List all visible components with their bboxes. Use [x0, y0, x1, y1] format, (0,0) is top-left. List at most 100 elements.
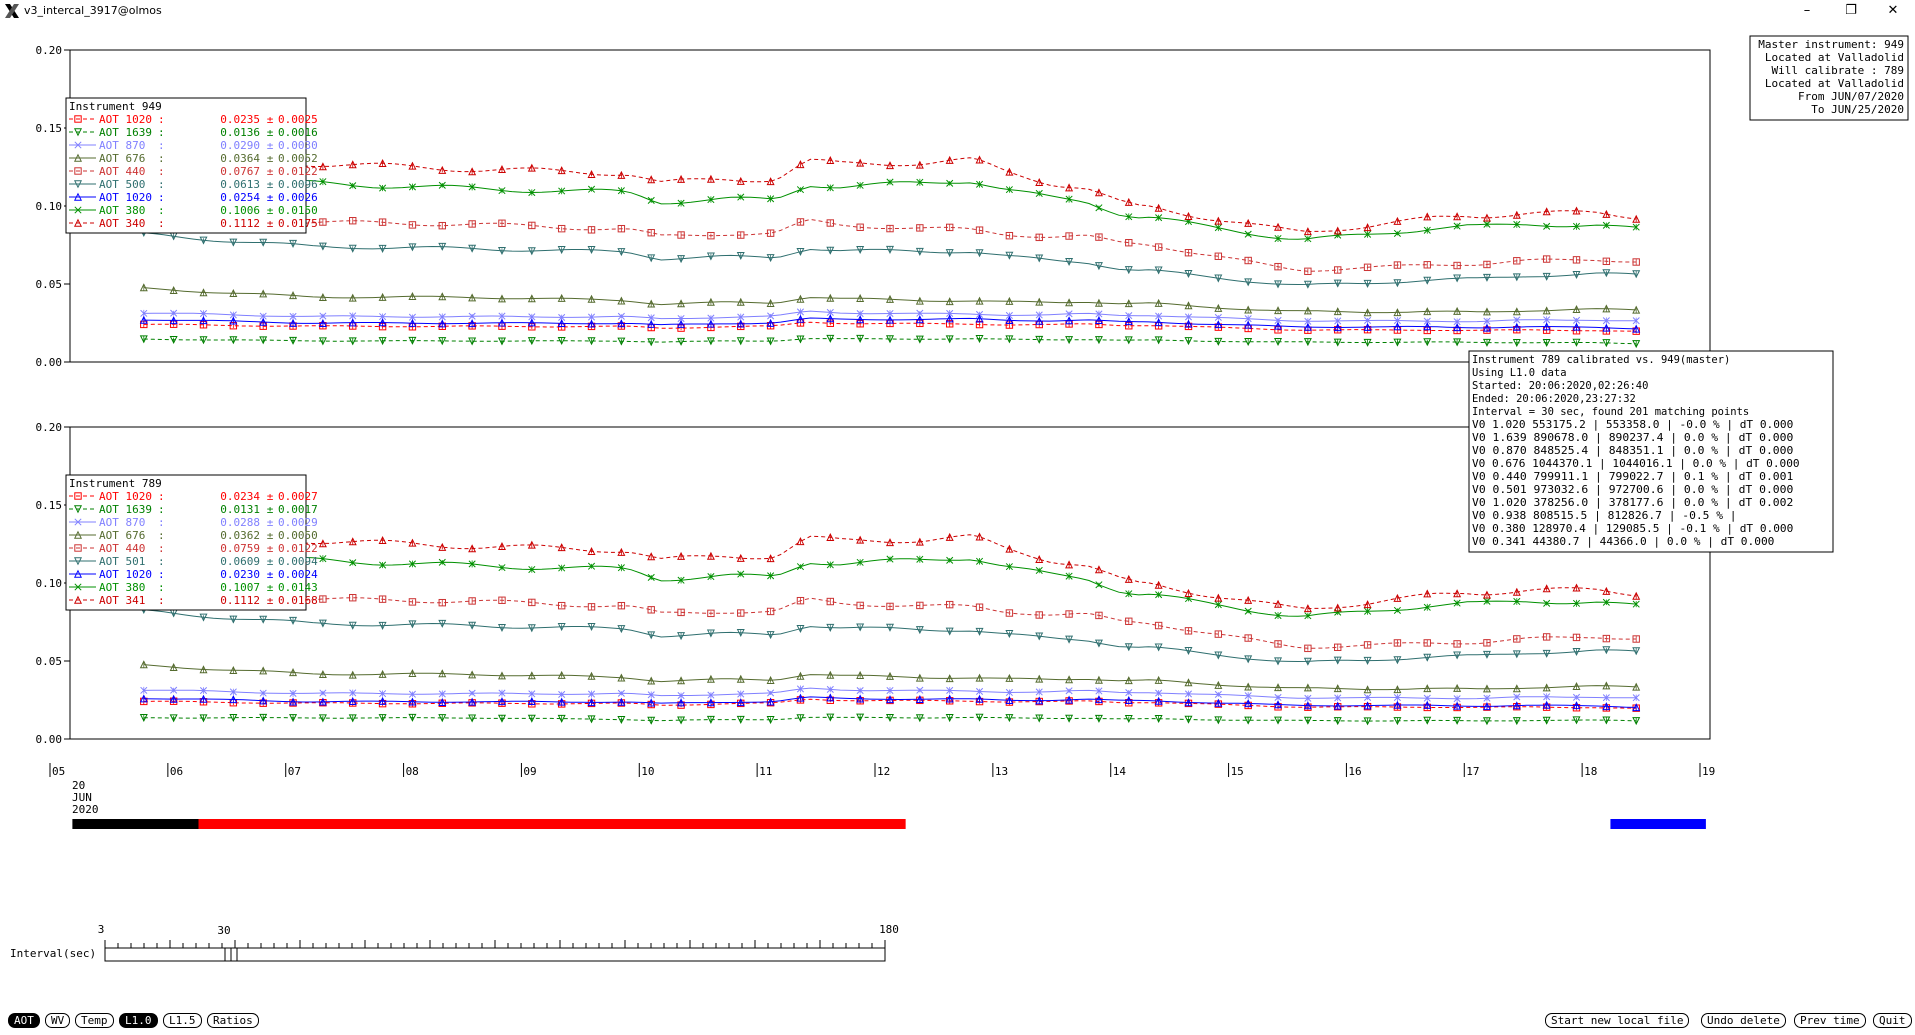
data-point: [826, 597, 835, 606]
data-point: [557, 697, 566, 706]
calibration-info-line: Instrument 789 calibrated vs. 949(master…: [1472, 354, 1730, 366]
data-point: [1572, 693, 1581, 701]
data-point: [199, 336, 208, 345]
data-point: [1094, 262, 1103, 271]
mode-button-aot[interactable]: AOT: [8, 1013, 40, 1028]
data-point: [1274, 280, 1283, 289]
data-point: [1393, 693, 1401, 702]
data-point: [199, 665, 208, 674]
data-point: [139, 315, 148, 324]
legend-std: 0.0122: [278, 542, 318, 555]
data-point: [1304, 694, 1312, 702]
data-point: [706, 551, 715, 560]
data-point: [886, 686, 894, 695]
data-point: [170, 309, 178, 317]
data-point: [1124, 676, 1133, 685]
data-point: [706, 698, 715, 707]
slider-min-label: 3: [98, 923, 105, 936]
data-point: [1393, 606, 1401, 614]
data-point: [1154, 715, 1163, 724]
legend-label: AOT 870: [99, 139, 145, 152]
data-point: [1125, 213, 1133, 221]
data-point: [1572, 338, 1581, 347]
data-point: [1423, 276, 1432, 285]
data-point: [826, 219, 835, 227]
mode-button-ratios[interactable]: Ratios: [207, 1013, 259, 1028]
data-point: [916, 686, 924, 694]
data-point: [796, 247, 805, 256]
data-point: [647, 254, 656, 263]
slider-track[interactable]: [104, 947, 886, 962]
data-point: [1512, 273, 1521, 282]
data-point: [1304, 235, 1312, 243]
data-point: [408, 291, 417, 300]
mode-button-l15[interactable]: L1.5: [163, 1013, 202, 1028]
data-point: [916, 178, 924, 186]
legend-marker: [74, 518, 82, 526]
data-point: [557, 166, 566, 175]
legend-pm: ±: [267, 217, 274, 230]
legend-marker: [74, 544, 82, 552]
data-point: [438, 598, 446, 607]
data-point: [1244, 256, 1252, 265]
data-point: [557, 670, 566, 679]
data-point: [1453, 338, 1462, 347]
data-point: [1632, 647, 1641, 656]
data-point: [1512, 339, 1521, 348]
mode-button-wv[interactable]: WV: [45, 1013, 71, 1028]
slider-max-label: 180: [879, 923, 899, 936]
data-point: [169, 714, 178, 723]
data-point: [975, 532, 984, 541]
data-point: [378, 595, 387, 603]
data-point: [408, 690, 416, 698]
data-point: [856, 223, 864, 231]
data-point: [1005, 673, 1014, 682]
legend-colon: :: [158, 516, 165, 529]
data-point: [915, 247, 924, 256]
mode-button-temp[interactable]: Temp: [75, 1013, 114, 1028]
start-new-local-file-button[interactable]: Start new local file: [1545, 1013, 1690, 1028]
data-point: [1274, 716, 1283, 725]
data-point: [1094, 298, 1103, 307]
data-point: [438, 319, 447, 328]
data-point: [1482, 702, 1491, 711]
data-point: [617, 248, 626, 257]
data-point: [1542, 322, 1551, 331]
data-point: [1094, 675, 1103, 684]
undo-delete-button[interactable]: Undo delete: [1701, 1013, 1786, 1028]
data-point: [229, 695, 238, 704]
mode-button-l10[interactable]: L1.0: [119, 1013, 158, 1028]
legend-label: AOT 1020: [99, 490, 152, 503]
legend-mean: 0.0230: [220, 568, 260, 581]
data-point: [737, 570, 745, 578]
close-button[interactable]: ✕: [1887, 3, 1899, 18]
data-point: [1632, 214, 1641, 223]
legend-pm: ±: [267, 139, 274, 152]
data-point: [1124, 336, 1133, 345]
data-point: [707, 314, 715, 322]
data-point: [856, 601, 864, 610]
data-point: [1184, 627, 1193, 635]
data-point: [1364, 230, 1372, 238]
prev-time-button[interactable]: Prev time: [1794, 1013, 1866, 1028]
restore-button[interactable]: ❐: [1845, 3, 1857, 18]
data-point: [1035, 674, 1044, 683]
data-point: [736, 698, 745, 707]
quit-button[interactable]: Quit: [1873, 1013, 1912, 1028]
data-point: [528, 598, 536, 607]
data-point: [1453, 323, 1462, 332]
minimize-button[interactable]: –: [1803, 3, 1811, 18]
data-point: [1483, 694, 1491, 702]
legend-std: 0.0026: [278, 191, 318, 204]
data-point: [1304, 317, 1312, 325]
series-aot-1639-1: [139, 334, 1641, 349]
data-point: [1632, 324, 1641, 333]
data-point: [348, 160, 357, 169]
data-point: [1094, 714, 1103, 723]
data-point: [1244, 655, 1253, 664]
data-point: [1333, 338, 1342, 347]
interval-slider[interactable]: Interval(sec)3 30 180: [10, 923, 899, 962]
